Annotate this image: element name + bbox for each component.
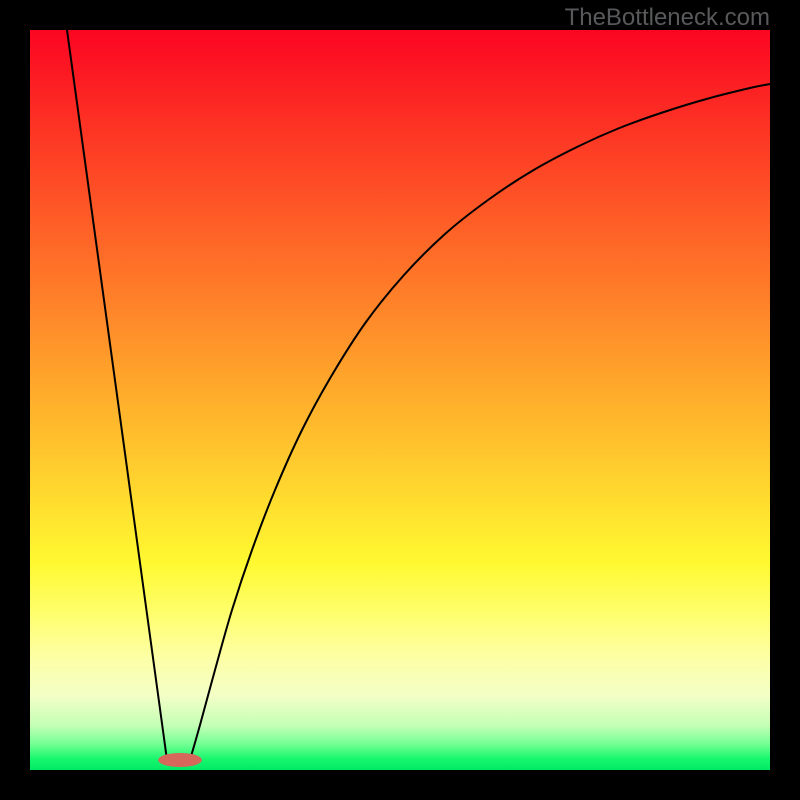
left-v-line <box>67 30 167 760</box>
right-asymptotic-curve <box>190 84 770 760</box>
bottleneck-marker <box>158 753 202 767</box>
curves-layer <box>0 0 800 800</box>
chart-container: TheBottleneck.com <box>0 0 800 800</box>
